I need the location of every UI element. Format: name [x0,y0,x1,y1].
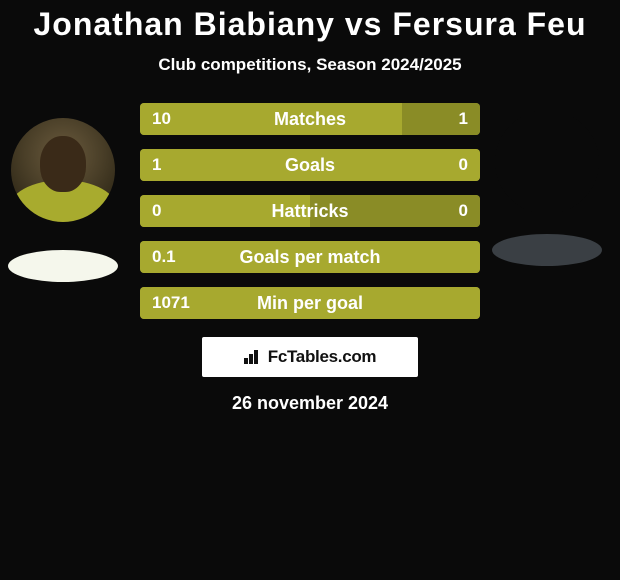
stat-value-right: 0 [459,155,468,175]
subtitle: Club competitions, Season 2024/2025 [0,55,620,75]
branding-text: FcTables.com [268,347,377,367]
stat-label: Goals per match [140,247,480,268]
player-left-avatar [11,118,115,222]
stat-label: Goals [140,155,480,176]
stat-row: 1Goals0 [140,149,480,181]
stat-row: 0.1Goals per match [140,241,480,273]
stat-value-right: 1 [459,109,468,129]
stat-value-right: 0 [459,201,468,221]
comparison-card: Jonathan Biabiany vs Fersura Feu Club co… [0,0,620,580]
stat-row: 0Hattricks0 [140,195,480,227]
stat-label: Hattricks [140,201,480,222]
stat-row: 10Matches1 [140,103,480,135]
stat-label: Min per goal [140,293,480,314]
date-label: 26 november 2024 [0,393,620,414]
stat-bars: 10Matches11Goals00Hattricks00.1Goals per… [140,103,480,319]
stat-row: 1071Min per goal [140,287,480,319]
player-right [492,110,602,266]
player-left [8,118,118,282]
page-title: Jonathan Biabiany vs Fersura Feu [0,6,620,43]
stat-label: Matches [140,109,480,130]
player-right-club-badge [492,234,602,266]
player-left-club-badge [8,250,118,282]
bar-chart-icon [244,350,262,364]
player-right-avatar [495,110,599,214]
branding-banner: FcTables.com [202,337,418,377]
